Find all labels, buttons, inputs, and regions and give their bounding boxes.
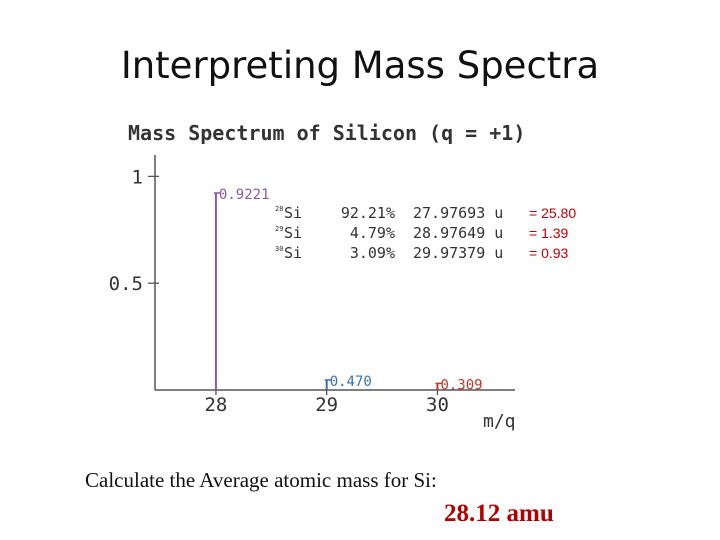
isotope-abundance: 92.21% — [341, 204, 395, 222]
isotope-mass-number: 30 — [275, 245, 283, 253]
question-text: Calculate the Average atomic mass for Si… — [85, 468, 437, 492]
isotope-mass: 28.97649 u — [413, 224, 503, 242]
bar-data-label: 0.470 — [330, 374, 372, 390]
isotope-symbol: Si — [284, 244, 302, 262]
chart-title: Mass Spectrum of Silicon (q = +1) — [128, 121, 525, 145]
y-tick-label: 0.5 — [109, 273, 143, 295]
isotope-mass-number: 28 — [275, 205, 283, 213]
isotope-mass: 27.97693 u — [413, 204, 503, 222]
isotope-abundance: 3.09% — [350, 244, 395, 262]
answer-text: 28.12 amu — [444, 500, 554, 527]
y-tick-label: 1 — [132, 166, 143, 188]
isotope-abundance: 4.79% — [350, 224, 395, 242]
isotope-symbol: Si — [284, 224, 302, 242]
slide-title: Interpreting Mass Spectra — [120, 44, 600, 87]
x-tick-label: 30 — [426, 394, 449, 416]
x-axis-label: m/q — [483, 411, 516, 432]
isotope-product: = 1.39 — [529, 225, 569, 241]
isotope-mass-number: 29 — [275, 225, 283, 233]
isotope-product: = 0.93 — [529, 245, 569, 261]
bar-data-label: 0.9221 — [219, 187, 270, 203]
x-tick-label: 28 — [204, 394, 227, 416]
isotope-product: = 25.80 — [529, 205, 576, 221]
isotope-mass: 29.97379 u — [413, 244, 503, 262]
x-tick-label: 29 — [315, 394, 338, 416]
bar-data-label: 0.309 — [440, 377, 482, 393]
isotope-symbol: Si — [284, 204, 302, 222]
